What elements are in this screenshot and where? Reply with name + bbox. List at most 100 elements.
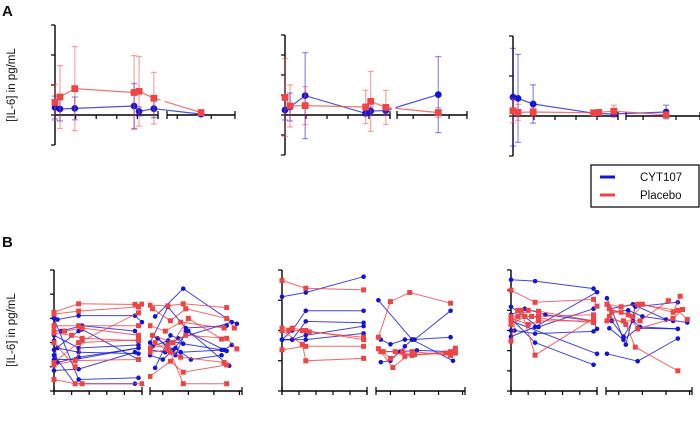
chart-2 <box>509 35 700 157</box>
point-placebo <box>178 319 184 325</box>
point-placebo <box>79 338 85 344</box>
patient-line-cyt107 <box>510 279 598 293</box>
point-placebo <box>62 328 68 334</box>
point-placebo <box>591 312 597 318</box>
point-placebo <box>219 336 225 342</box>
patient-line-placebo <box>281 345 364 351</box>
point-placebo <box>680 306 686 312</box>
point-placebo <box>604 301 610 307</box>
point-cyt107 <box>361 323 366 329</box>
point-placebo <box>183 306 189 312</box>
point-placebo <box>411 352 417 358</box>
point-placebo <box>51 376 57 382</box>
point-placebo <box>51 323 57 329</box>
point-cyt107 <box>434 91 442 98</box>
point-placebo <box>76 340 82 346</box>
point-cyt107 <box>378 359 384 365</box>
point-placebo <box>380 349 386 355</box>
point-cyt107 <box>623 342 629 347</box>
point-cyt107 <box>361 331 366 336</box>
point-placebo <box>279 347 285 353</box>
point-placebo <box>150 306 156 312</box>
point-cyt107 <box>132 328 138 334</box>
point-placebo <box>279 277 285 283</box>
point-cyt107 <box>51 316 57 321</box>
point-cyt107 <box>376 297 381 303</box>
point-placebo <box>224 381 230 387</box>
patient-line-placebo <box>149 303 227 309</box>
point-placebo <box>76 323 82 329</box>
point-cyt107 <box>402 344 408 349</box>
point-cyt107 <box>303 319 309 324</box>
point-placebo <box>224 315 230 321</box>
point-placebo <box>618 304 624 310</box>
patient-line-placebo <box>53 303 143 313</box>
y-axis-label-a: [IL-6] in pg/mL <box>6 48 18 122</box>
panel-b-letter: B <box>2 234 13 251</box>
point-placebo <box>591 319 597 325</box>
point-placebo <box>675 368 681 374</box>
point-cyt107 <box>56 105 64 113</box>
point-placebo <box>299 328 305 333</box>
point-placebo <box>51 311 57 317</box>
point-cyt107 <box>621 337 626 342</box>
point-placebo <box>525 307 531 313</box>
patient-line-placebo <box>149 321 225 332</box>
point-cyt107 <box>234 321 240 327</box>
point-placebo <box>508 321 514 327</box>
point-placebo <box>72 358 78 364</box>
point-cyt107 <box>224 348 229 354</box>
point-placebo <box>452 350 458 356</box>
point-cyt107 <box>136 375 141 381</box>
point-placebo <box>303 343 309 349</box>
point-placebo <box>508 338 514 344</box>
point-placebo <box>56 93 64 101</box>
point-cyt107 <box>136 342 141 348</box>
point-placebo <box>361 287 367 293</box>
point-cyt107 <box>361 308 366 314</box>
point-placebo <box>165 342 171 348</box>
point-placebo <box>665 298 671 304</box>
point-cyt107 <box>361 274 366 280</box>
point-placebo <box>178 354 184 360</box>
point-cyt107 <box>301 92 309 99</box>
point-placebo <box>390 364 396 370</box>
point-cyt107 <box>55 317 60 322</box>
point-placebo <box>167 358 173 364</box>
point-placebo <box>147 323 153 329</box>
point-placebo <box>508 313 514 319</box>
point-placebo <box>532 352 538 358</box>
axis-break-gap <box>160 25 165 109</box>
patient-line-cyt107 <box>281 310 364 340</box>
point-placebo <box>392 349 398 355</box>
point-placebo <box>409 349 415 355</box>
point-placebo <box>604 318 610 324</box>
patient-line-cyt107 <box>53 315 143 323</box>
point-cyt107 <box>279 337 285 342</box>
point-placebo <box>591 296 597 302</box>
point-placebo <box>367 98 375 105</box>
point-cyt107 <box>51 368 57 373</box>
point-placebo <box>632 344 638 350</box>
point-placebo <box>639 301 645 307</box>
point-cyt107 <box>51 352 57 358</box>
point-cyt107 <box>132 349 138 355</box>
point-placebo <box>625 312 631 318</box>
point-placebo <box>183 332 189 338</box>
patient-line-cyt107 <box>149 305 227 343</box>
point-cyt107 <box>594 326 600 332</box>
point-placebo <box>185 315 191 321</box>
point-cyt107 <box>219 352 224 358</box>
point-cyt107 <box>450 358 456 364</box>
legend-box <box>590 164 700 208</box>
point-placebo <box>71 85 79 92</box>
point-cyt107 <box>303 290 309 295</box>
point-cyt107 <box>675 326 681 332</box>
point-placebo <box>135 310 141 316</box>
point-placebo <box>303 358 309 364</box>
point-placebo <box>132 301 138 307</box>
point-cyt107 <box>361 320 366 326</box>
point-placebo <box>221 360 227 366</box>
point-placebo <box>675 307 681 313</box>
point-cyt107 <box>160 357 166 362</box>
